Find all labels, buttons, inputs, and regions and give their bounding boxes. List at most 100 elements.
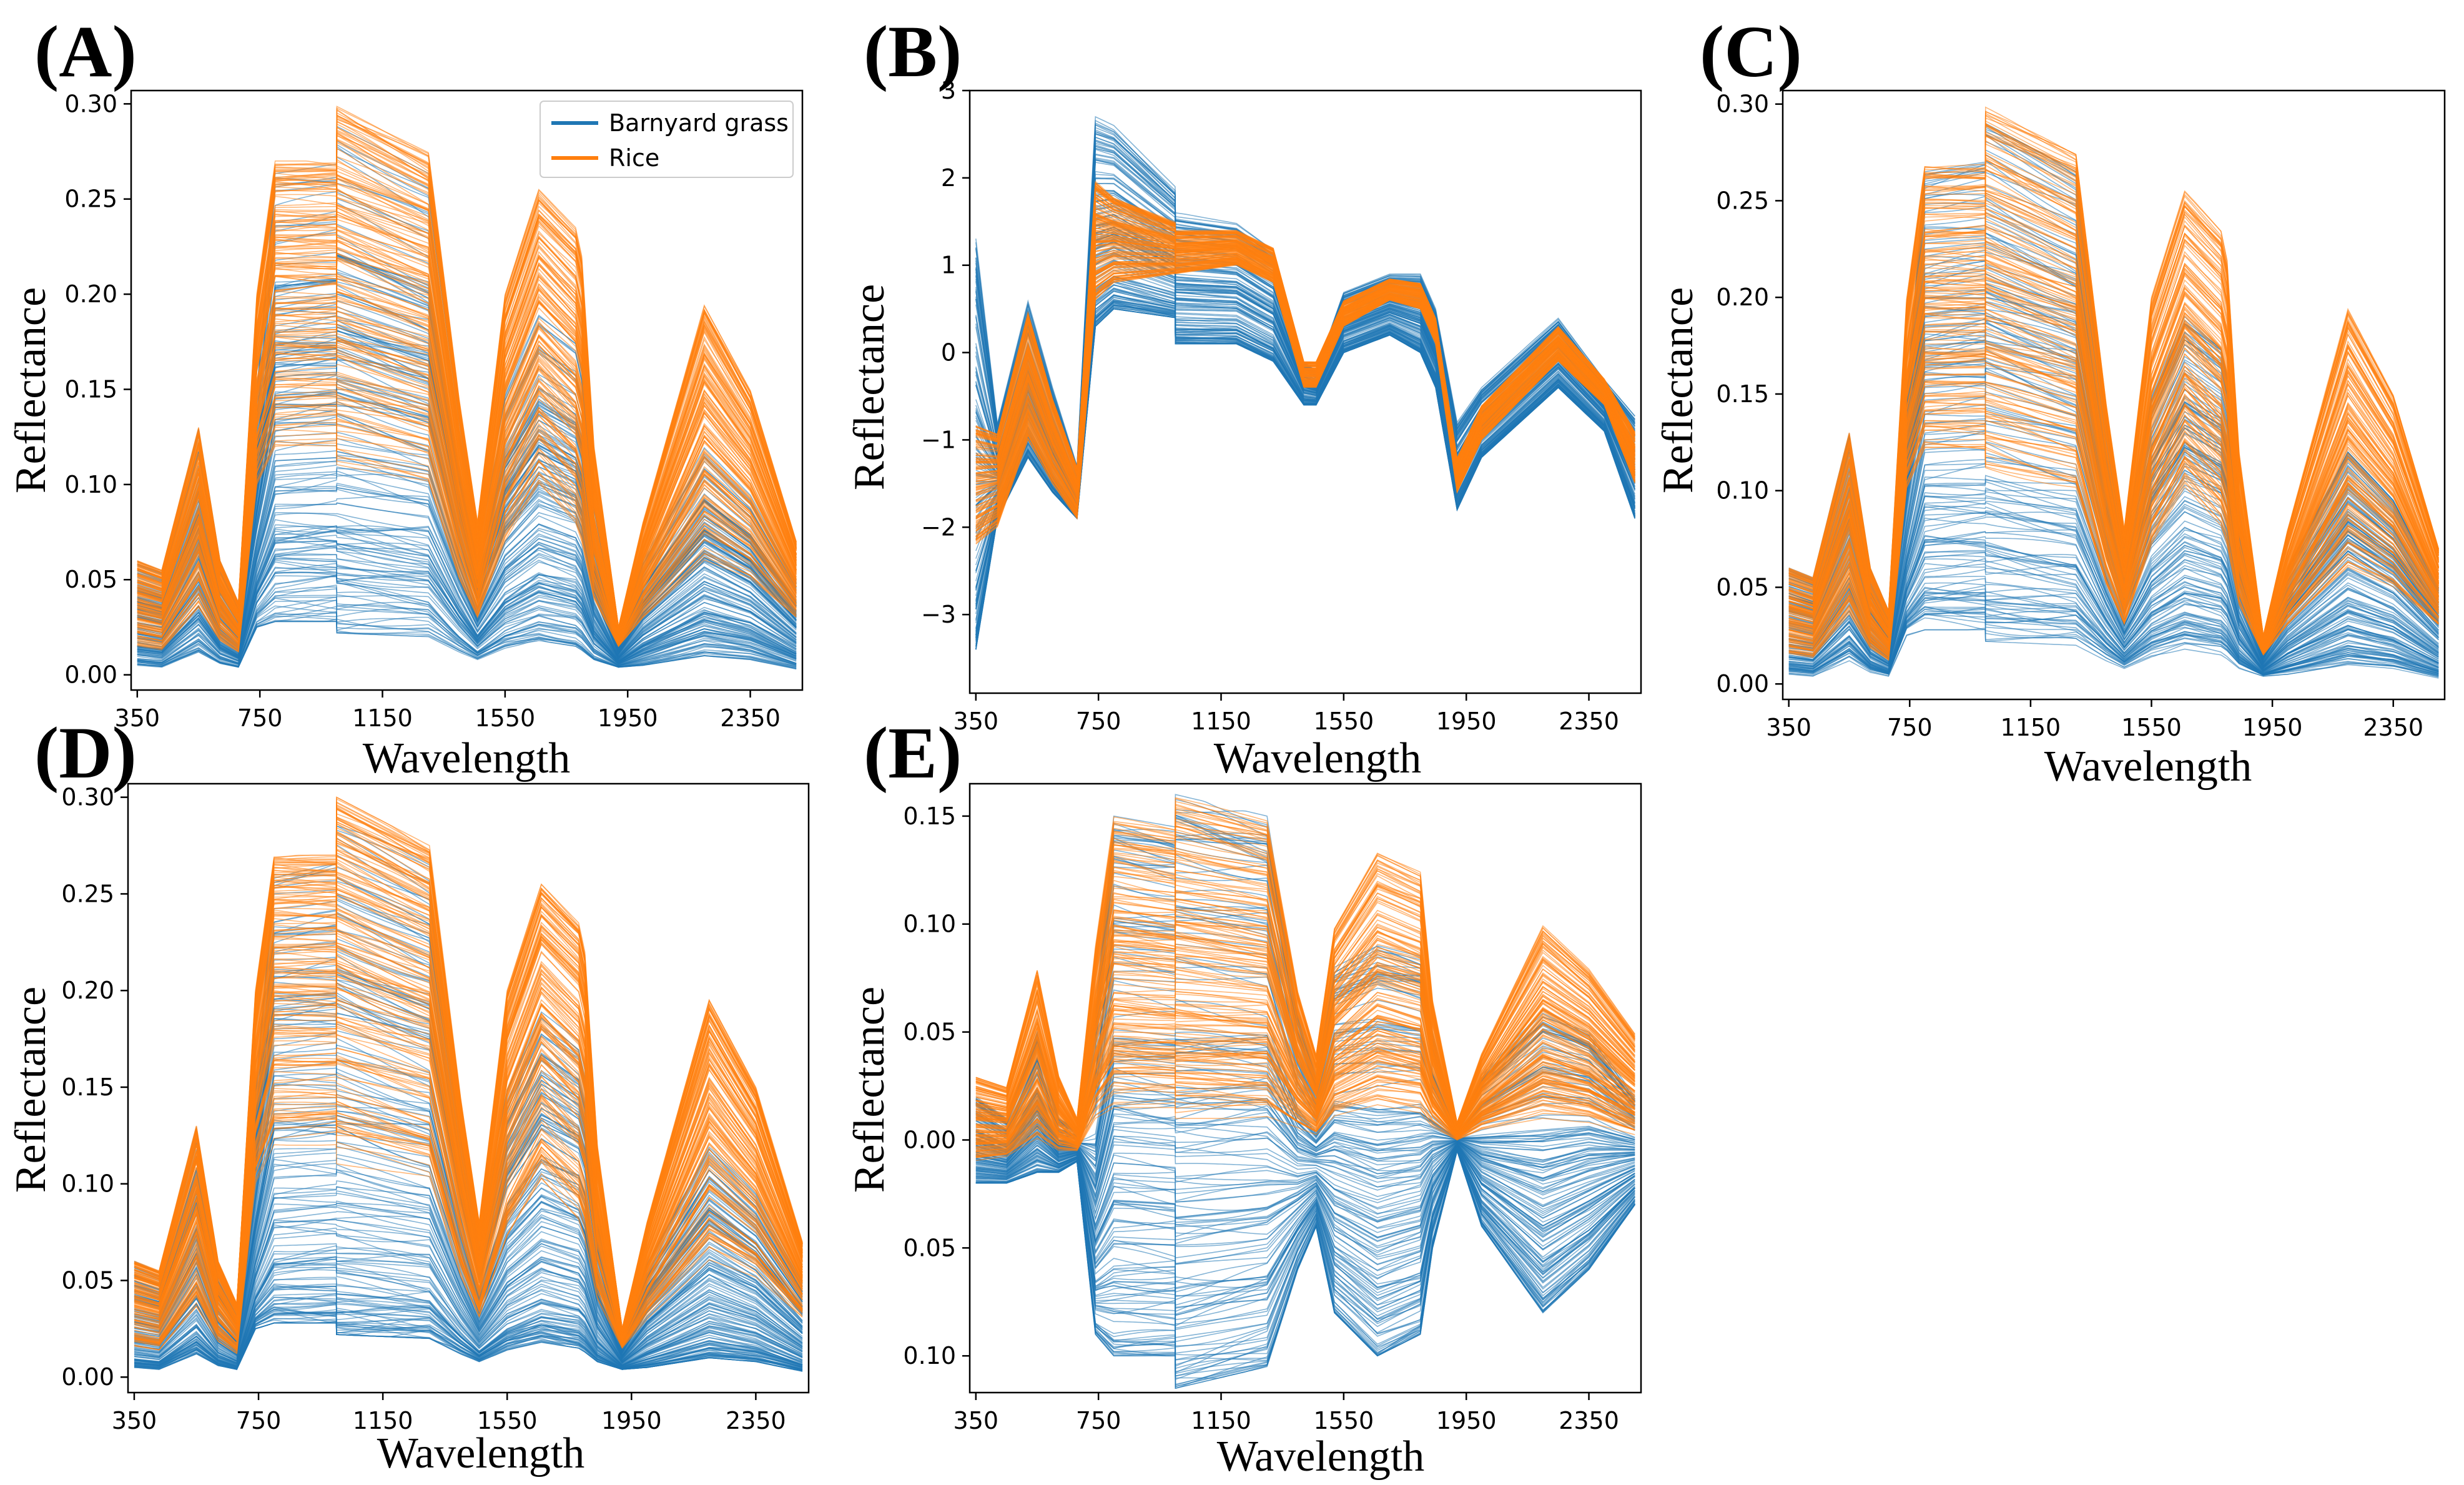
y-axis-title-C: Reflectance: [1654, 287, 1702, 493]
spectrum-curve: [975, 185, 1635, 470]
spectrum-curve: [975, 116, 1635, 466]
spectrum-curve: [975, 197, 1635, 475]
spectrum-curve: [137, 438, 797, 653]
spectrum-curve: [975, 1112, 1635, 1200]
plot-frame-E: [968, 782, 1642, 1394]
spectrum-curve: [134, 1186, 803, 1361]
spectrum-curve: [975, 182, 1635, 469]
spectrum-curve: [975, 182, 1635, 483]
spectrum-curve: [975, 1118, 1635, 1215]
spectrum-curve: [134, 1016, 803, 1343]
spectrum-curve: [975, 197, 1635, 475]
spectrum-curve: [975, 1121, 1635, 1220]
spectrum-curve: [975, 305, 1635, 620]
spectrum-curve: [975, 1104, 1635, 1162]
spectrum-curve: [134, 1285, 803, 1368]
spectrum-curve: [1788, 143, 2440, 638]
spectrum-curve: [137, 566, 797, 664]
spectrum-curve: [975, 161, 1635, 478]
y-tick-label: 0.30: [64, 90, 117, 117]
y-tick-label: −3: [921, 601, 956, 628]
spectrum-curve: [1788, 318, 2440, 649]
spectrum-curve: [975, 196, 1635, 475]
spectrum-curve: [975, 200, 1635, 476]
spectrum-curve: [975, 193, 1635, 474]
y-tick-label: 0.05: [64, 566, 117, 593]
y-axis-title-D: Reflectance: [7, 987, 55, 1193]
x-tick-label: 1150: [353, 1407, 413, 1434]
x-tick-label: 1950: [601, 1407, 662, 1434]
x-tick-label: 350: [954, 708, 999, 735]
spectrum-curve: [975, 1098, 1635, 1196]
spectrum-curve: [137, 413, 797, 648]
x-axis-title-C: Wavelength: [2044, 742, 2252, 791]
x-tick-label: 1550: [477, 1407, 538, 1434]
spectrum-curve: [975, 144, 1635, 473]
spectrum-curve: [137, 354, 797, 642]
y-tick-label: 0.00: [61, 1363, 114, 1391]
legend-label-rice: Rice: [609, 144, 659, 172]
spectrum-curve: [975, 1148, 1635, 1388]
spectrum-curve: [975, 177, 1635, 481]
spectrum-curve: [975, 1125, 1635, 1232]
spectrum-curve: [975, 124, 1635, 468]
x-tick-label: 1150: [1191, 1407, 1251, 1434]
y-axis-title-A: Reflectance: [7, 287, 55, 493]
y-tick-label: 0.00: [1716, 670, 1769, 698]
spectrum-curve: [975, 182, 1635, 469]
spectrum-curve: [975, 184, 1635, 470]
y-tick-label: 0.15: [61, 1073, 114, 1101]
y-tick-label: 0.00: [64, 661, 117, 689]
x-tick-label: 750: [1887, 714, 1933, 741]
y-tick-label: −2: [921, 513, 956, 541]
spectrum-curve: [134, 1307, 803, 1369]
spectrum-curve: [975, 991, 1635, 1140]
plot-area-B: [975, 116, 1635, 650]
series-rice: [975, 797, 1635, 1162]
spectrum-curve: [134, 808, 803, 1330]
spectrum-curve: [975, 1148, 1635, 1374]
spectrum-curve: [1788, 629, 2439, 677]
spectrum-curve: [1788, 592, 2439, 674]
spectrum-curve: [975, 285, 1635, 614]
plot-frame-B: [968, 89, 1642, 694]
panel-C: (C) 350 750 1150 1550 1950 2350 0.00 0.05 0.10 0.…: [1654, 11, 2446, 791]
y-tick-label: 0.15: [903, 802, 956, 830]
plot-frame-D: [127, 782, 810, 1394]
spectrum-curve: [975, 184, 1635, 470]
spectrum-curve: [975, 149, 1635, 475]
spectrum-curve: [975, 1083, 1635, 1156]
spectrum-curve: [975, 1148, 1635, 1366]
spectrum-curve: [975, 287, 1635, 588]
spectrum-curve: [975, 191, 1635, 486]
spectrum-curve: [1788, 563, 2439, 673]
spectrum-curve: [975, 187, 1635, 471]
spectrum-curve: [975, 129, 1635, 470]
spectrum-curve: [137, 397, 797, 646]
spectrum-curve: [975, 284, 1635, 596]
spectrum-curve: [975, 194, 1635, 474]
spectrum-curve: [975, 275, 1635, 590]
spectrum-curve: [975, 187, 1635, 471]
spectrum-curve: [975, 188, 1635, 471]
spectrum-curve: [975, 136, 1635, 471]
spectrum-curve: [975, 289, 1635, 602]
x-axis-title-B: Wavelength: [1214, 734, 1422, 782]
spectrum-curve: [975, 186, 1635, 470]
spectrum-curve: [975, 257, 1635, 518]
spectrum-curve: [137, 611, 797, 668]
spectrum-curve: [975, 132, 1635, 471]
x-tick-label: 350: [112, 1407, 157, 1434]
y-tick-label: 0.05: [903, 1234, 956, 1261]
spectrum-curve: [134, 1224, 803, 1364]
spectrum-curve: [975, 279, 1635, 566]
x-tick-label: 750: [236, 1407, 282, 1434]
spectrum-curve: [975, 146, 1635, 474]
y-tick-label: 0.25: [1716, 187, 1769, 214]
spectrum-curve: [975, 282, 1635, 591]
spectrum-curve: [975, 1148, 1635, 1385]
x-tick-label: 2350: [1559, 708, 1619, 735]
spectrum-curve: [975, 157, 1635, 477]
spectrum-curve: [1788, 506, 2439, 669]
x-tick-label: 1950: [1436, 1407, 1497, 1434]
